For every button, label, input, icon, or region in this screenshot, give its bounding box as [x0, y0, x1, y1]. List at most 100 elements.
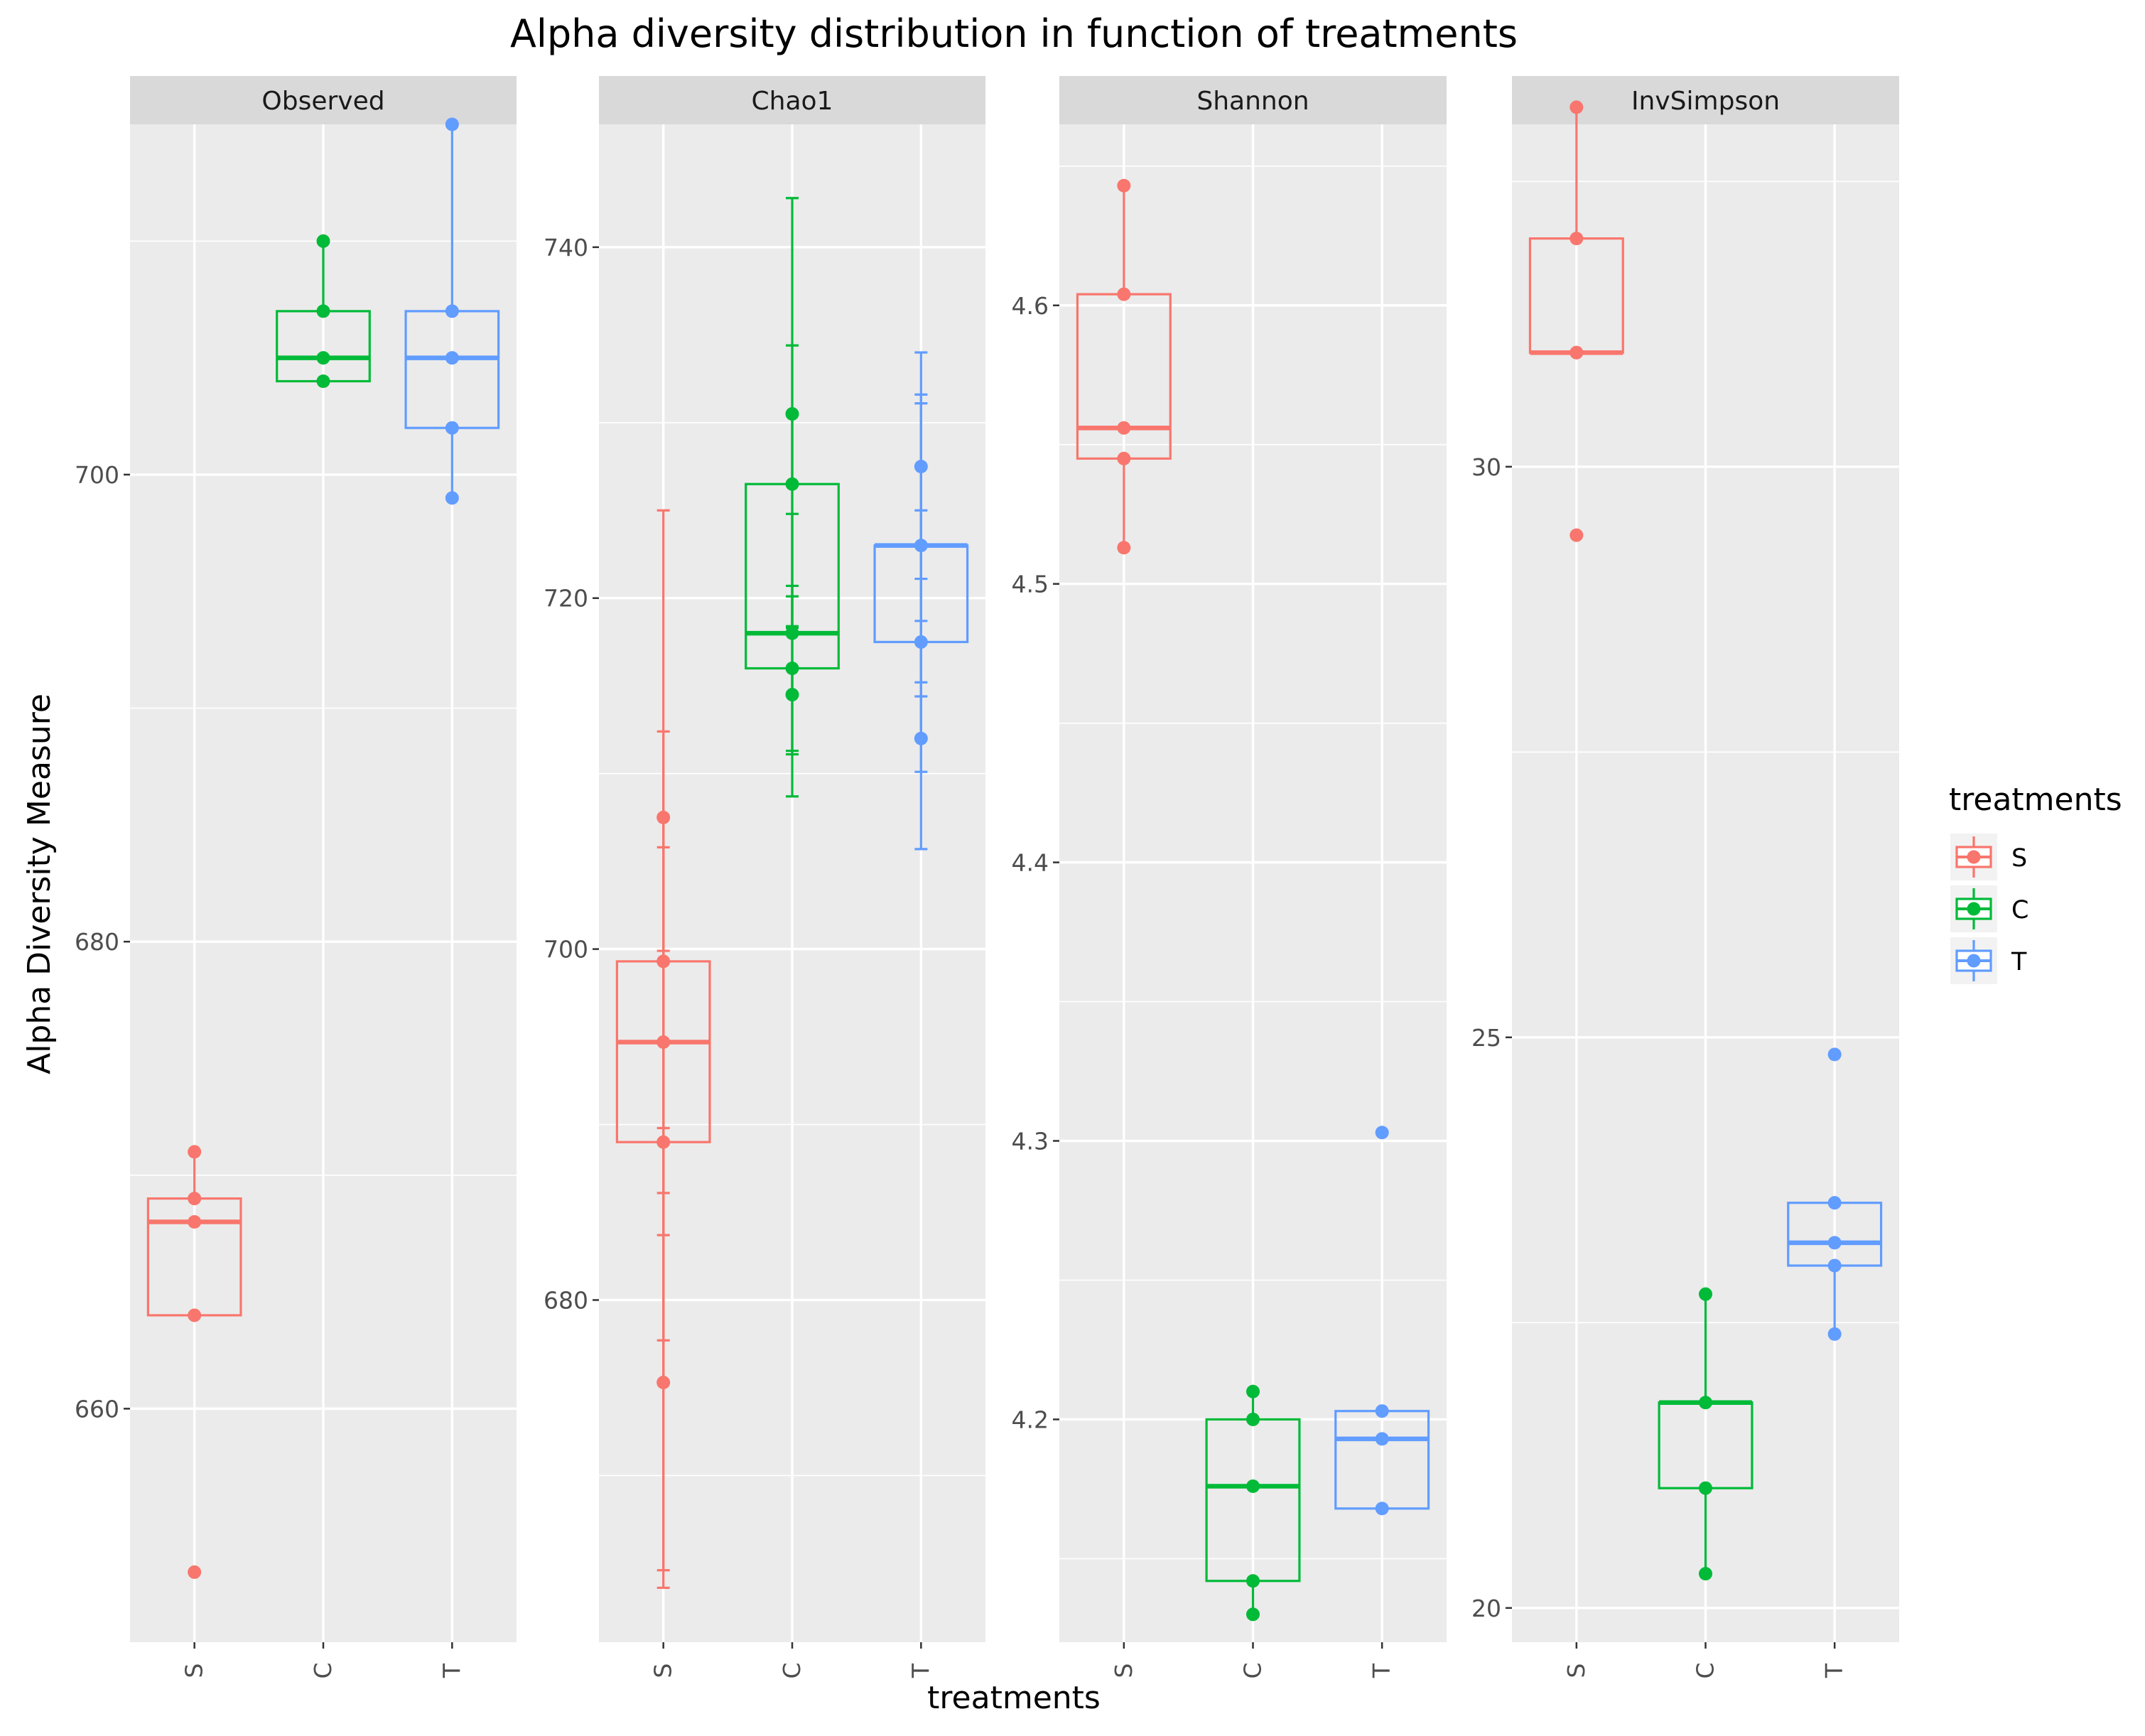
- group-shannon-S: [1076, 178, 1172, 555]
- x-tick-label-C: C: [778, 1662, 806, 1678]
- data-point: [445, 117, 459, 131]
- data-point: [1117, 541, 1131, 555]
- data-point: [445, 421, 459, 435]
- legend-label-T: T: [2011, 948, 2027, 976]
- data-point: [1827, 1196, 1842, 1210]
- data-point: [1246, 1574, 1260, 1588]
- data-point: [1699, 1396, 1712, 1410]
- data-point: [1117, 287, 1131, 301]
- legend-label-C: C: [2011, 896, 2028, 924]
- y-tick-label: 660: [75, 1395, 119, 1423]
- data-point: [1375, 1126, 1389, 1140]
- data-point: [1827, 1258, 1842, 1273]
- data-point: [914, 635, 928, 649]
- panel-invsimpson: InvSimpson 20 25 30 S C T: [1471, 76, 1899, 1679]
- y-tick-label: 4.6: [1012, 292, 1049, 320]
- strip-label-chao1: Chao1: [752, 87, 833, 116]
- group-invsimpson-S: [1528, 100, 1624, 542]
- x-tick-label-S: S: [180, 1664, 208, 1678]
- data-point: [785, 662, 799, 676]
- data-point: [657, 1035, 671, 1049]
- y-tick-label: 720: [544, 585, 588, 613]
- y-tick-label: 740: [544, 234, 588, 262]
- data-point: [657, 810, 671, 824]
- data-point: [188, 1214, 202, 1229]
- group-invsimpson-T: [1787, 1047, 1883, 1341]
- data-point: [445, 491, 459, 505]
- legend-key-point: [1967, 954, 1981, 968]
- x-tick-label-T: T: [438, 1663, 465, 1678]
- data-point: [1569, 528, 1584, 542]
- data-point: [1569, 232, 1584, 246]
- group-observed-C: [276, 234, 371, 388]
- legend-title: treatments: [1949, 782, 2122, 818]
- strip-label-shannon: Shannon: [1196, 87, 1309, 116]
- data-point: [785, 688, 799, 702]
- y-tick-label: 4.2: [1012, 1406, 1049, 1433]
- strip-label-observed: Observed: [261, 87, 384, 116]
- data-point: [1827, 1327, 1842, 1341]
- data-point: [914, 460, 928, 474]
- group-observed-S: [146, 1145, 242, 1579]
- y-tick-label: 4.3: [1012, 1128, 1049, 1155]
- legend-label-S: S: [2011, 844, 2027, 873]
- x-tick-label-T: T: [1820, 1663, 1848, 1678]
- legend-key-point: [1967, 902, 1981, 916]
- x-tick-label-S: S: [1562, 1664, 1590, 1678]
- data-point: [657, 954, 671, 969]
- data-point: [1246, 1607, 1260, 1622]
- data-point: [914, 539, 928, 553]
- x-tick-label-T: T: [1368, 1663, 1395, 1678]
- y-tick-label: 25: [1471, 1024, 1501, 1052]
- data-point: [188, 1145, 202, 1159]
- data-point: [785, 406, 799, 421]
- legend-key-point: [1967, 850, 1981, 864]
- data-point: [188, 1192, 202, 1206]
- x-tick-label-C: C: [309, 1662, 337, 1678]
- group-shannon-C: [1205, 1384, 1301, 1622]
- data-point: [1117, 451, 1131, 465]
- data-point: [316, 304, 330, 318]
- y-tick-label: 700: [544, 936, 588, 964]
- x-tick-label-C: C: [1692, 1662, 1719, 1678]
- data-point: [316, 234, 330, 248]
- y-axis-title: Alpha Diversity Measure: [21, 694, 58, 1074]
- x-tick-label-S: S: [649, 1664, 677, 1678]
- data-point: [1375, 1432, 1389, 1446]
- data-point: [1117, 178, 1131, 193]
- error-bar: [657, 509, 670, 1590]
- y-tick-label: 680: [75, 928, 119, 956]
- x-tick-label-T: T: [907, 1663, 934, 1678]
- data-point: [1569, 345, 1584, 360]
- data-point: [188, 1565, 202, 1579]
- data-point: [1246, 1384, 1260, 1398]
- data-point: [1375, 1502, 1389, 1516]
- data-point: [1699, 1481, 1712, 1495]
- group-chao1-C: [745, 197, 840, 798]
- legend-entry-S: S: [1950, 834, 2027, 880]
- data-point: [1699, 1287, 1712, 1301]
- panel-shannon: Shannon 4.2 4.3 4.4 4.5 4.6 S C T: [1012, 76, 1447, 1679]
- group-chao1-T: [873, 351, 969, 851]
- legend: treatments SCT: [1949, 782, 2122, 984]
- group-shannon-T: [1334, 1126, 1430, 1516]
- y-tick-label: 680: [544, 1286, 588, 1314]
- data-point: [316, 374, 330, 388]
- legend-entry-T: T: [1950, 937, 2027, 984]
- data-point: [1699, 1567, 1712, 1581]
- panel-chao1: Chao1 680 700 720 740 S C T: [544, 76, 985, 1679]
- y-tick-label: 30: [1471, 453, 1501, 481]
- data-point: [914, 731, 928, 745]
- strip-chao1: [599, 76, 985, 124]
- group-invsimpson-C: [1658, 1287, 1754, 1581]
- strip-observed: [130, 76, 517, 124]
- y-tick-label: 4.5: [1012, 571, 1049, 598]
- data-point: [1827, 1236, 1842, 1250]
- x-axis-title: treatments: [927, 1680, 1101, 1716]
- data-point: [785, 626, 799, 640]
- data-point: [445, 304, 459, 318]
- data-point: [1827, 1047, 1842, 1062]
- data-point: [657, 1135, 671, 1149]
- group-chao1-S: [615, 509, 711, 1590]
